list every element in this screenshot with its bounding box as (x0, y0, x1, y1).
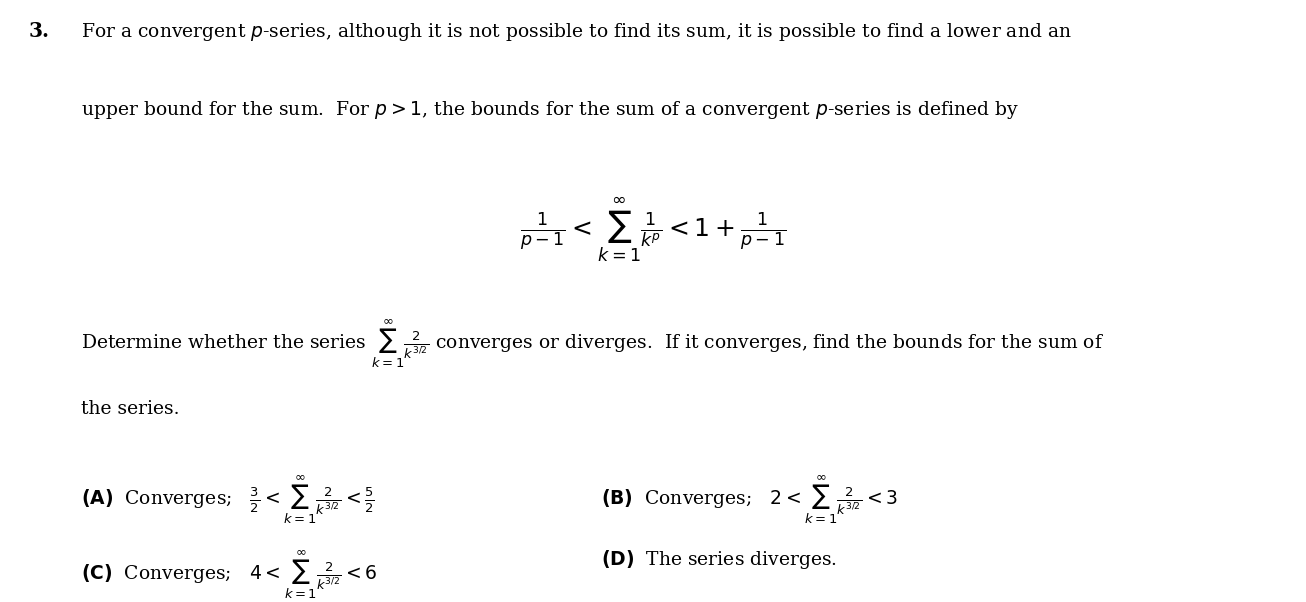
Text: 3.: 3. (29, 21, 50, 41)
Text: $\mathbf{(B)}$  Converges;   $2 < \sum_{k=1}^{\infty} \frac{2}{k^{3/2}} < 3$: $\mathbf{(B)}$ Converges; $2 < \sum_{k=1… (601, 473, 897, 526)
Text: For a convergent $p$-series, although it is not possible to find its sum, it is : For a convergent $p$-series, although it… (81, 21, 1072, 43)
Text: $\mathbf{(A)}$  Converges;   $\frac{3}{2} < \sum_{k=1}^{\infty} \frac{2}{k^{3/2}: $\mathbf{(A)}$ Converges; $\frac{3}{2} <… (81, 473, 375, 526)
Text: $\frac{1}{p-1} < \sum_{k=1}^{\infty} \frac{1}{k^{p}} < 1 + \frac{1}{p-1}$: $\frac{1}{p-1} < \sum_{k=1}^{\infty} \fr… (520, 196, 786, 264)
Text: the series.: the series. (81, 400, 179, 418)
Text: Determine whether the series $\sum_{k=1}^{\infty} \frac{2}{k^{3/2}}$ converges o: Determine whether the series $\sum_{k=1}… (81, 316, 1104, 370)
Text: $\mathbf{(D)}$  The series diverges.: $\mathbf{(D)}$ The series diverges. (601, 548, 837, 571)
Text: upper bound for the sum.  For $p > 1$, the bounds for the sum of a convergent $p: upper bound for the sum. For $p > 1$, th… (81, 99, 1019, 122)
Text: $\mathbf{(C)}$  Converges;   $4 < \sum_{k=1}^{\infty} \frac{2}{k^{3/2}} < 6$: $\mathbf{(C)}$ Converges; $4 < \sum_{k=1… (81, 548, 377, 601)
